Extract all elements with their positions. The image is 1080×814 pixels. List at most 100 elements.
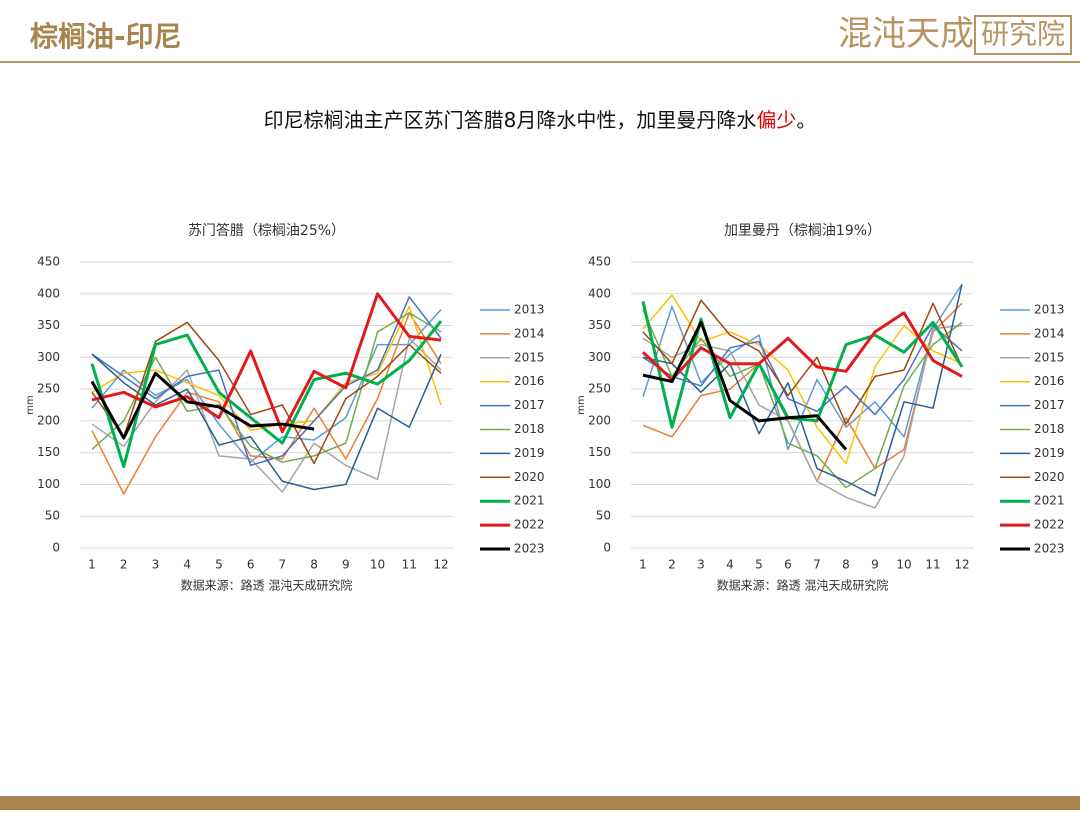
- y-tick-label: 300: [37, 350, 60, 364]
- y-tick-label: 0: [52, 541, 60, 555]
- legend-label: 2020: [1034, 470, 1065, 484]
- series-line: [642, 294, 963, 465]
- x-tick-label: 5: [755, 558, 763, 572]
- series-line: [91, 353, 442, 491]
- source-note: 数据来源：路透 混沌天成研究院: [181, 578, 353, 593]
- series-line: [642, 324, 963, 509]
- series-line: [91, 296, 442, 467]
- series-line: [641, 311, 963, 382]
- series-line: [642, 284, 963, 497]
- x-tick-label: 3: [152, 558, 160, 572]
- x-tick-label: 4: [726, 558, 734, 572]
- x-tick-label: 7: [279, 558, 287, 572]
- series-line: [642, 309, 963, 489]
- subtitle: 印尼棕榈油主产区苏门答腊8月降水中性，加里曼丹降水偏少。: [264, 108, 817, 132]
- x-tick-label: 12: [954, 558, 969, 572]
- series-line: [90, 371, 315, 440]
- series-line: [642, 324, 963, 416]
- chart-title: 苏门答腊（棕榈油25%）: [188, 222, 345, 239]
- y-tick-label: 50: [45, 509, 60, 523]
- x-tick-label: 11: [925, 558, 940, 572]
- x-tick-label: 11: [402, 558, 417, 572]
- x-tick-label: 12: [433, 558, 448, 572]
- x-tick-label: 3: [697, 558, 705, 572]
- y-tick-label: 350: [37, 318, 60, 332]
- header-title: 棕榈油-印尼: [30, 20, 182, 53]
- x-tick-label: 4: [183, 558, 191, 572]
- subtitle-main: 印尼棕榈油主产区苏门答腊8月降水中性，加里曼丹降水: [264, 108, 757, 132]
- y-tick-label: 400: [588, 286, 611, 300]
- y-tick-label: 200: [37, 413, 60, 427]
- series-line: [90, 320, 443, 469]
- y-tick-label: 150: [37, 445, 60, 459]
- subtitle-end: 。: [796, 108, 816, 132]
- legend-label: 2023: [1034, 542, 1065, 556]
- y-tick-label: 300: [588, 350, 611, 364]
- x-tick-label: 10: [370, 558, 385, 572]
- y-tick-label: 250: [37, 382, 60, 396]
- y-tick-label: 250: [588, 382, 611, 396]
- series-line: [91, 321, 442, 465]
- y-tick-label: 400: [37, 286, 60, 300]
- y-tick-label: 50: [596, 509, 611, 523]
- legend-label: 2015: [514, 350, 545, 364]
- series-line: [642, 283, 963, 451]
- x-tick-label: 6: [247, 558, 255, 572]
- y-tick-label: 450: [37, 255, 60, 269]
- x-tick-label: 2: [668, 558, 676, 572]
- legend-label: 2014: [514, 326, 545, 340]
- legend-label: 2018: [1034, 422, 1065, 436]
- series-line: [641, 301, 964, 429]
- legend-label: 2015: [1034, 350, 1065, 364]
- legend-label: 2017: [1034, 398, 1065, 412]
- x-tick-label: 2: [120, 558, 128, 572]
- legend-label: 2022: [514, 518, 545, 532]
- x-tick-label: 5: [215, 558, 223, 572]
- logo-box: [974, 15, 1072, 55]
- y-tick-label: 100: [37, 477, 60, 491]
- footer-bar: [0, 796, 1080, 810]
- y-axis-label: mm: [25, 395, 36, 414]
- y-tick-label: 0: [603, 541, 611, 555]
- x-tick-label: 10: [896, 558, 911, 572]
- x-tick-label: 9: [871, 558, 879, 572]
- x-tick-label: 1: [639, 558, 647, 572]
- x-tick-label: 1: [88, 558, 96, 572]
- logo-box-text: 研究院: [981, 18, 1065, 51]
- legend-label: 2018: [514, 422, 545, 436]
- x-tick-label: 8: [842, 558, 850, 572]
- legend-label: 2022: [1034, 518, 1065, 532]
- y-axis-label: mm: [576, 395, 587, 414]
- y-tick-label: 350: [588, 318, 611, 332]
- subtitle-highlight: 偏少: [756, 108, 796, 132]
- x-tick-label: 6: [784, 558, 792, 572]
- legend-label: 2019: [1034, 446, 1065, 460]
- legend-label: 2014: [1034, 326, 1065, 340]
- series-line: [91, 337, 442, 493]
- legend-label: 2016: [1034, 374, 1065, 388]
- legend-label: 2021: [514, 494, 545, 508]
- series-line: [642, 320, 848, 451]
- series-line: [91, 292, 442, 434]
- legend-label: 2013: [1034, 303, 1065, 317]
- chart-title: 加里曼丹（棕榈油19%）: [724, 223, 881, 239]
- logo-text: 混沌天成: [838, 14, 974, 54]
- legend-label: 2020: [514, 470, 545, 484]
- legend-label: 2016: [514, 374, 545, 388]
- y-tick-label: 150: [588, 445, 611, 459]
- series-line: [642, 299, 963, 425]
- legend-label: 2017: [514, 398, 545, 412]
- legend-label: 2021: [1034, 494, 1065, 508]
- y-tick-label: 450: [588, 255, 611, 269]
- x-tick-label: 7: [813, 558, 821, 572]
- series-line: [91, 309, 442, 463]
- series-line: [91, 312, 442, 495]
- y-tick-label: 100: [588, 477, 611, 491]
- legend-label: 2013: [514, 303, 545, 317]
- source-note: 数据来源：路透 混沌天成研究院: [717, 578, 889, 593]
- y-tick-label: 200: [588, 413, 611, 427]
- legend-label: 2023: [514, 542, 545, 556]
- legend-label: 2019: [514, 446, 545, 460]
